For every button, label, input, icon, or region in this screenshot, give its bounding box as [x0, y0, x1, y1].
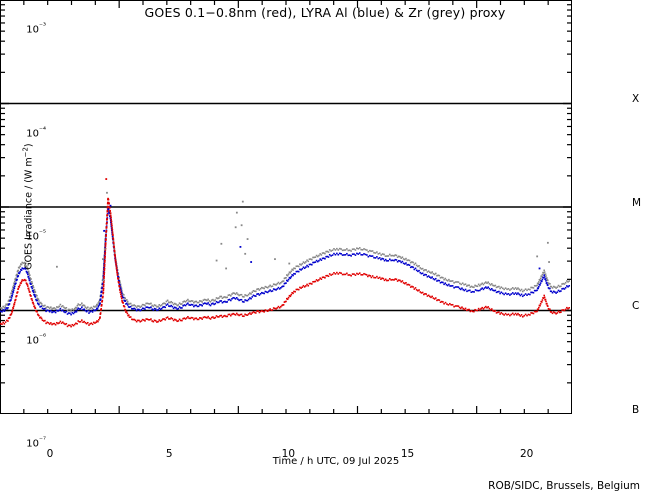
x-tick-label: 0	[46, 448, 54, 460]
y-axis-label: GOES Irradiance / (W m−2)	[21, 107, 34, 307]
flare-class-label-x: X	[632, 93, 640, 106]
flare-class-label-b: B	[632, 403, 640, 416]
y-tick-label: 10⁻⁷	[26, 435, 46, 450]
x-tick-label: 20	[519, 448, 534, 460]
x-tick-label: 10	[281, 448, 296, 460]
x-axis-label: Time / h UTC, 09 Jul 2025	[272, 456, 400, 467]
x-tick-label: 15	[400, 448, 415, 460]
y-tick-label: 10⁻⁴	[26, 124, 46, 139]
y-axis-label-exponent: −2	[21, 147, 30, 158]
chart-title: GOES 0.1−0.8nm (red), LYRA Al (blue) & Z…	[144, 5, 506, 20]
y-tick-label: 10⁻⁵	[26, 228, 46, 243]
y-axis-label-post: )	[23, 143, 35, 148]
flare-class-label-c: C	[632, 300, 640, 313]
plot-canvas	[0, 0, 572, 414]
credit-text: ROB/SIDC, Brussels, Belgium	[488, 480, 640, 492]
plot-area	[0, 0, 572, 414]
y-tick-label: 10⁻⁶	[26, 331, 46, 346]
x-tick-label: 5	[165, 448, 173, 460]
flare-class-label-m: M	[632, 196, 642, 209]
y-tick-label: 10⁻³	[26, 21, 46, 36]
y-axis-label-pre: GOES Irradiance / (W m	[23, 157, 35, 270]
